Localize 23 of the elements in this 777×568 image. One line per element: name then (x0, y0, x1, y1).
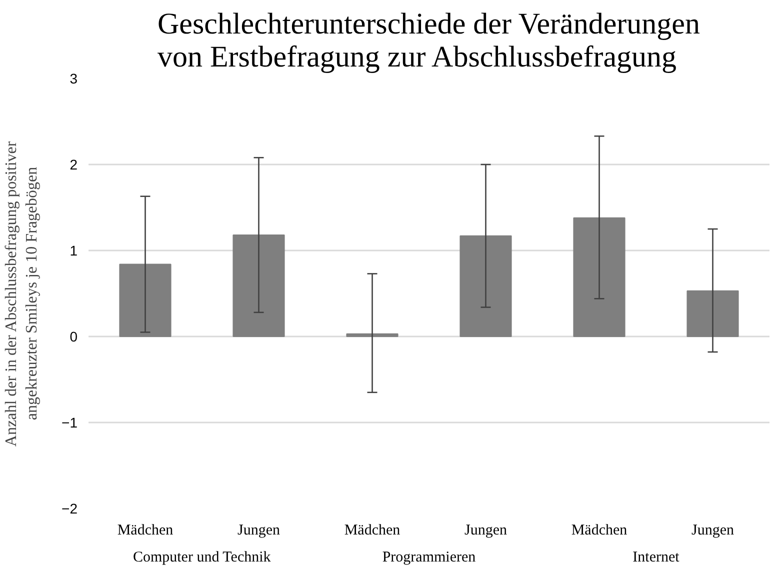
y-tick-label: −1 (62, 414, 78, 430)
x-tick-label: Mädchen (117, 522, 174, 538)
bar (573, 217, 626, 337)
bar (346, 333, 398, 337)
y-tick-label: −2 (62, 500, 78, 516)
bar (119, 264, 172, 337)
x-tick-label: Mädchen (344, 522, 401, 538)
bar (232, 234, 285, 337)
x-tick-label: Jungen (692, 522, 734, 538)
bar (460, 235, 512, 337)
y-tick-label: 1 (70, 242, 78, 258)
y-tick-label: 0 (70, 328, 78, 344)
text: Computer und Technik (132, 550, 272, 566)
y-axis-title: Anzahl der in der Abschlussbefragung positiver angekreuzter Smileys je 10 Fragebögen (3, 140, 41, 447)
y-tick-label: 2 (70, 156, 78, 172)
text: Programmieren (382, 550, 476, 566)
bar (686, 290, 739, 337)
x-tick-label: Jungen (464, 522, 508, 538)
x-tick-label: Jungen (238, 522, 280, 538)
x-tick-label: Mädchen (571, 522, 628, 538)
y-tick-label: 3 (70, 70, 78, 86)
chart-title: Geschlechterunterschiede der Veränderungen von Erstbefragung zur Abschlussbefragung (157, 8, 700, 74)
text: Internet (632, 550, 680, 566)
